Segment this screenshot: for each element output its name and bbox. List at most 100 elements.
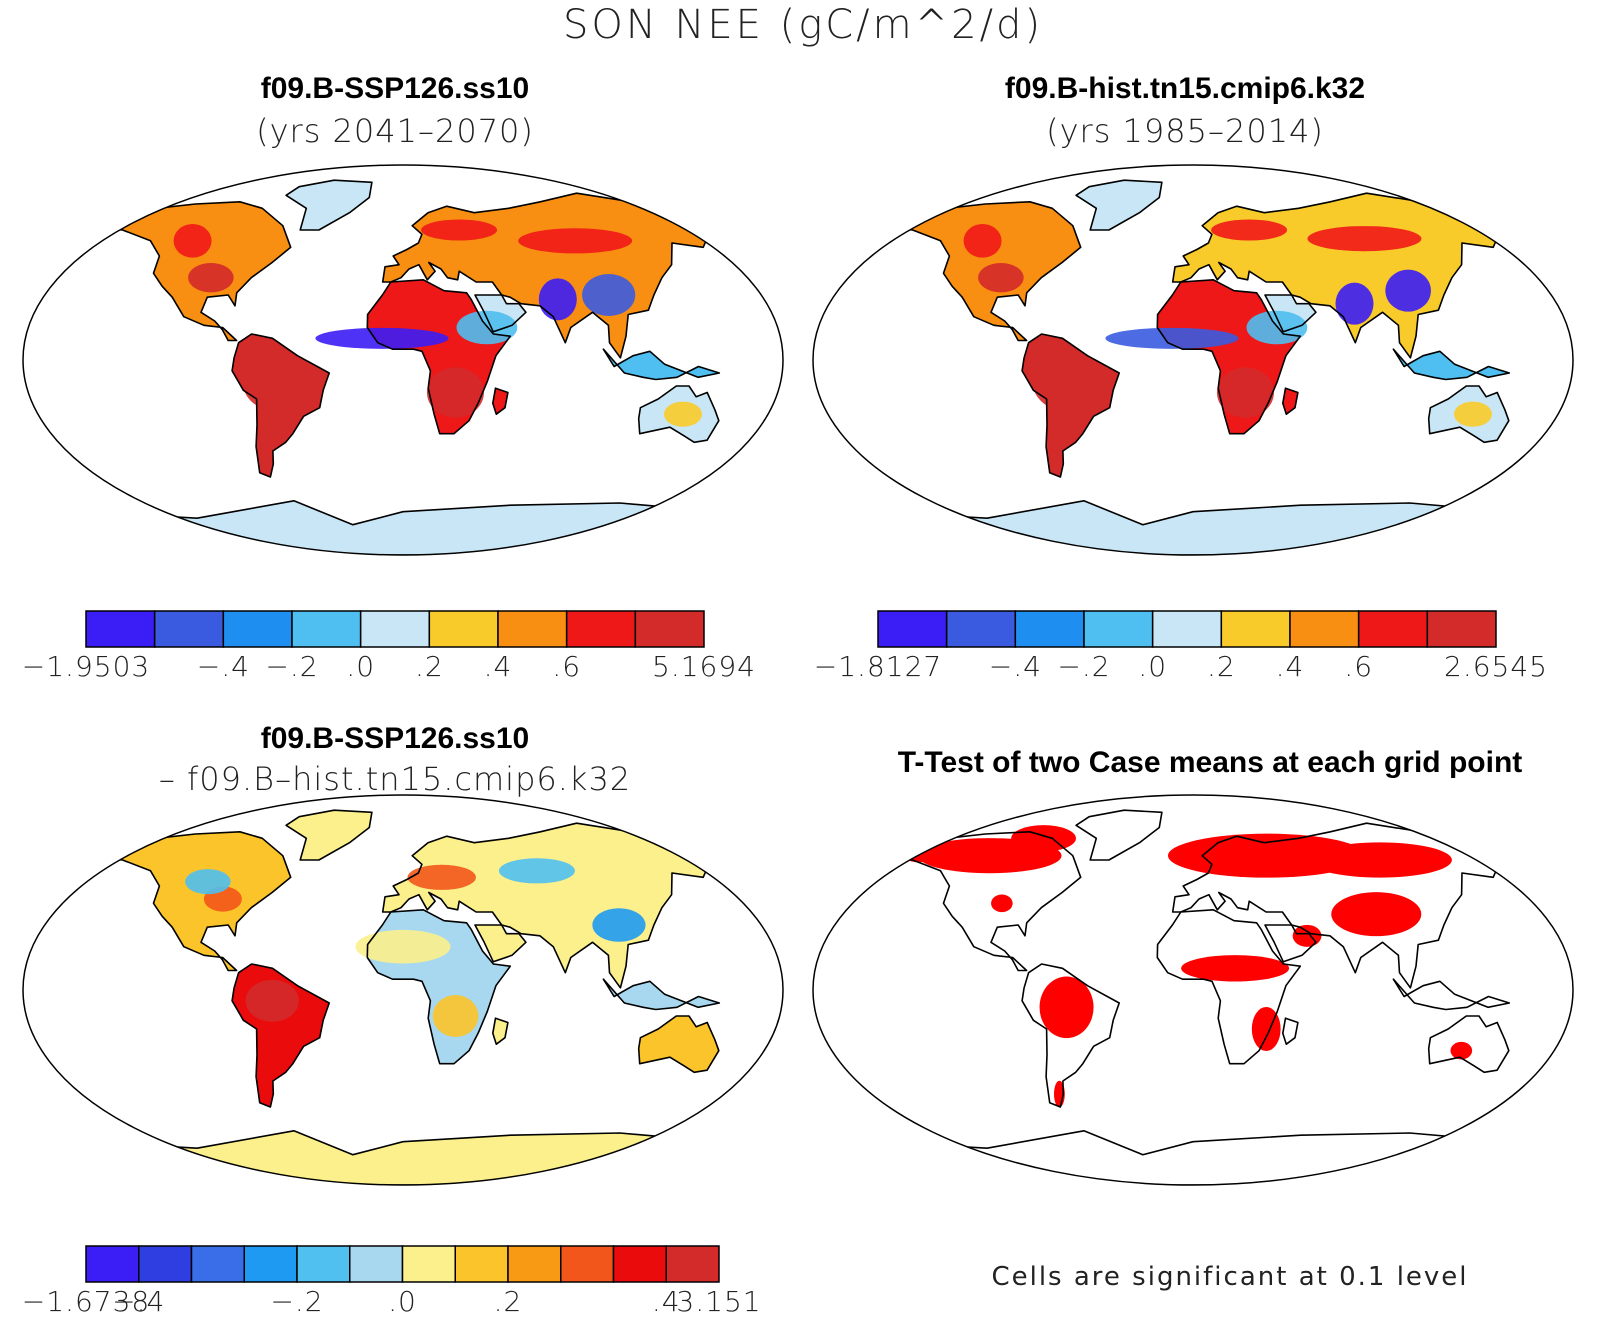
colorbar-box xyxy=(428,610,499,648)
land-greenland xyxy=(286,810,372,860)
map-frame xyxy=(812,164,1574,556)
coastline-madagascar xyxy=(492,387,509,415)
coastline-eurasia xyxy=(1171,192,1527,359)
field-patch xyxy=(407,864,476,890)
field-patch xyxy=(978,262,1024,293)
coastline-africa xyxy=(366,909,512,1065)
significant-cells xyxy=(1292,924,1322,947)
colorbar-tick-label: .0 xyxy=(388,1285,417,1318)
colorbar-tick-label: 2.6545 xyxy=(1444,650,1548,683)
field-patch xyxy=(432,995,479,1037)
field-patch xyxy=(663,401,702,427)
significant-cells xyxy=(1450,1041,1473,1060)
coastline-antarctica xyxy=(875,1130,1511,1185)
colorbar-box xyxy=(634,610,705,648)
coastline-australia xyxy=(1427,1015,1510,1074)
land-eurasia xyxy=(382,823,736,988)
field-patch xyxy=(173,224,212,258)
coastline-na xyxy=(885,831,1082,972)
map-ssp126 xyxy=(22,164,784,556)
significant-cells xyxy=(1331,892,1422,937)
colorbar-box xyxy=(507,1245,562,1283)
colorbar-ssp126-labels: −1.9503 −.4 −.2 .0 .2 .4 .6 5.1694 xyxy=(22,650,755,690)
coastline-greenland xyxy=(285,809,373,861)
colorbar-tick-label: −.4 xyxy=(196,650,250,683)
colorbar-box xyxy=(243,1245,298,1283)
coastline-na xyxy=(95,201,292,342)
map-hist xyxy=(812,164,1574,556)
land-na xyxy=(96,831,291,971)
land-greenland xyxy=(286,180,372,230)
coastline-madagascar xyxy=(492,1017,509,1045)
field-patch xyxy=(1453,401,1492,427)
field-patch xyxy=(518,228,633,254)
colorbar-ssp126 xyxy=(85,610,705,648)
map-ttest xyxy=(812,794,1574,1186)
significant-cells xyxy=(1039,976,1094,1039)
colorbar-box xyxy=(1151,610,1223,648)
coastline-africa xyxy=(1156,909,1302,1065)
field-patch xyxy=(963,224,1002,258)
significant-cells xyxy=(991,894,1013,913)
colorbar-tick-label: −.4 xyxy=(112,1285,166,1318)
field-patch xyxy=(498,858,575,884)
coastline-greenland xyxy=(1075,809,1163,861)
colorbar-tick-label: −.2 xyxy=(270,1285,324,1318)
panel-diff-subtitle: – f09.B–hist.tn15.cmip6.k32 xyxy=(158,760,632,798)
colorbar-tick-label: .0 xyxy=(346,650,376,683)
colorbar-box xyxy=(612,1245,667,1283)
colorbar-box xyxy=(1083,610,1154,648)
colorbar-tick-label: .4 xyxy=(483,650,513,683)
coastline-eurasia xyxy=(381,192,737,359)
coastline-greenland xyxy=(1075,179,1163,231)
coastline-sa xyxy=(231,333,330,478)
colorbar-tick-label: −1.6738 xyxy=(21,1285,151,1318)
coastline-antarctica xyxy=(85,500,721,555)
coastline-arabia xyxy=(1264,924,1317,963)
colorbar-box xyxy=(454,1245,509,1283)
colorbar-box xyxy=(296,1245,351,1283)
significant-cells xyxy=(1011,825,1076,852)
colorbar-box xyxy=(945,610,1017,648)
field-patch xyxy=(185,869,231,895)
coastline-arabia xyxy=(474,294,527,333)
colorbar-tick-label: .2 xyxy=(414,650,444,683)
coastline-africa xyxy=(1156,279,1302,435)
significant-cells xyxy=(1251,1007,1281,1051)
colorbar-tick-label: −1.9503 xyxy=(21,650,151,683)
coastline-indonesia xyxy=(602,978,721,1011)
colorbar-box xyxy=(1014,610,1085,648)
colorbar-tick-label: −.2 xyxy=(265,650,319,683)
colorbar-box xyxy=(349,1245,404,1283)
field-patch xyxy=(1216,367,1274,418)
coastline-greenland xyxy=(285,179,373,231)
coastline-madagascar xyxy=(1282,387,1299,415)
coastline-sa xyxy=(231,963,330,1108)
land-antarctica xyxy=(86,500,720,555)
field-patch xyxy=(592,908,646,942)
coastline-eurasia xyxy=(381,822,737,989)
colorbar-tick-label: 3.151 xyxy=(676,1285,762,1318)
map-frame xyxy=(812,794,1574,1186)
coastline-eurasia xyxy=(1171,822,1527,989)
colorbar-tick-label: −.2 xyxy=(1057,650,1111,683)
colorbar-box xyxy=(1426,610,1497,648)
coastline-indonesia xyxy=(1392,348,1511,381)
field-patch xyxy=(1307,226,1422,252)
panel-hist-subtitle: (yrs 1985–2014) xyxy=(1046,112,1324,150)
coastline-arabia xyxy=(1264,294,1317,333)
field-patch xyxy=(188,262,234,293)
field-patch xyxy=(315,327,449,349)
colorbar-tick-label: −1.8127 xyxy=(813,650,943,683)
colorbar-box xyxy=(877,610,948,648)
coastline-madagascar xyxy=(1282,1017,1299,1045)
land-greenland xyxy=(1076,180,1162,230)
colorbar-tick-label: −.4 xyxy=(988,650,1042,683)
colorbar-box xyxy=(291,610,362,648)
panel-ssp126-title: f09.B-SSP126.ss10 xyxy=(260,72,530,105)
field-patch xyxy=(426,367,484,418)
field-patch xyxy=(1211,219,1288,241)
field-patch xyxy=(1105,327,1239,349)
colorbar-box xyxy=(222,610,293,648)
colorbar-tick-label: .4 xyxy=(651,1285,681,1318)
